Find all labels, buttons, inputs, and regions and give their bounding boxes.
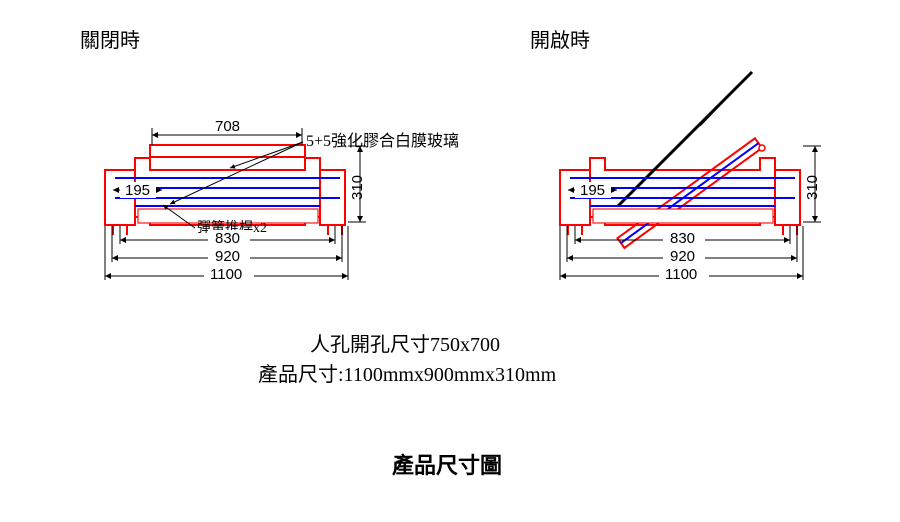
dim-1100-right: 1100	[665, 266, 697, 283]
dim-830-right: 830	[670, 230, 695, 247]
diagram-stage: 708 5+5強化膠合白膜玻璃 195 彈簧推桿x2 310 830 920 1…	[0, 0, 900, 522]
caption-hole: 人孔開孔尺寸750x700	[310, 328, 500, 357]
dim-310-right: 310	[804, 175, 821, 200]
title-open: 開啟時	[530, 24, 590, 53]
dim-1100-left: 1100	[210, 266, 242, 283]
dim-708: 708	[215, 118, 240, 135]
caption-product: 產品尺寸:1100mmx900mmx310mm	[258, 358, 556, 387]
title-closed: 關閉時	[80, 24, 140, 53]
dim-830-left: 830	[215, 230, 240, 247]
dim-310-left: 310	[349, 175, 366, 200]
label-glass: 5+5強化膠合白膜玻璃	[306, 132, 459, 150]
drawing-svg: 708 5+5強化膠合白膜玻璃 195 彈簧推桿x2 310 830 920 1…	[0, 0, 900, 522]
dim-195-left: 195	[125, 182, 150, 199]
dim-920-right: 920	[670, 248, 695, 265]
closed-view: 708 5+5強化膠合白膜玻璃 195 彈簧推桿x2 310 830 920 1…	[105, 118, 459, 283]
title-main: 產品尺寸圖	[392, 448, 502, 480]
dim-195-right: 195	[580, 182, 605, 199]
dim-920-left: 920	[215, 248, 240, 265]
open-view: 195 310 830 920 1100	[560, 72, 821, 283]
